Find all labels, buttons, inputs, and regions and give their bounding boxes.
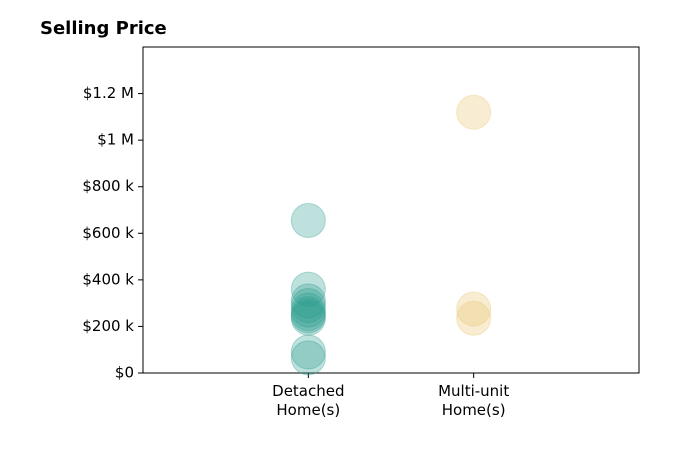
point: [290, 287, 326, 323]
point: [290, 298, 326, 334]
point: [290, 300, 326, 336]
y-tick-label: $800 k: [82, 177, 134, 195]
point: [456, 94, 492, 130]
plot-frame: [142, 46, 640, 374]
point: [290, 292, 326, 328]
x-tick-label: Multi-unit Home(s): [438, 382, 510, 419]
point: [290, 296, 326, 332]
y-tick-label: $1.2 M: [83, 84, 134, 102]
y-tick-label: $600 k: [82, 224, 134, 242]
y-tick-label: $1 M: [97, 131, 134, 149]
chart-title: Selling Price: [40, 18, 167, 39]
point: [456, 291, 492, 327]
point: [290, 334, 326, 370]
y-tick-label: $400 k: [82, 270, 134, 288]
point: [290, 283, 326, 319]
point: [290, 340, 326, 376]
x-tick-label: Detached Home(s): [272, 382, 345, 419]
point: [456, 300, 492, 336]
y-tick-label: $200 k: [82, 317, 134, 335]
y-tick-label: $0: [115, 364, 134, 382]
point: [290, 202, 326, 238]
point: [290, 271, 326, 307]
